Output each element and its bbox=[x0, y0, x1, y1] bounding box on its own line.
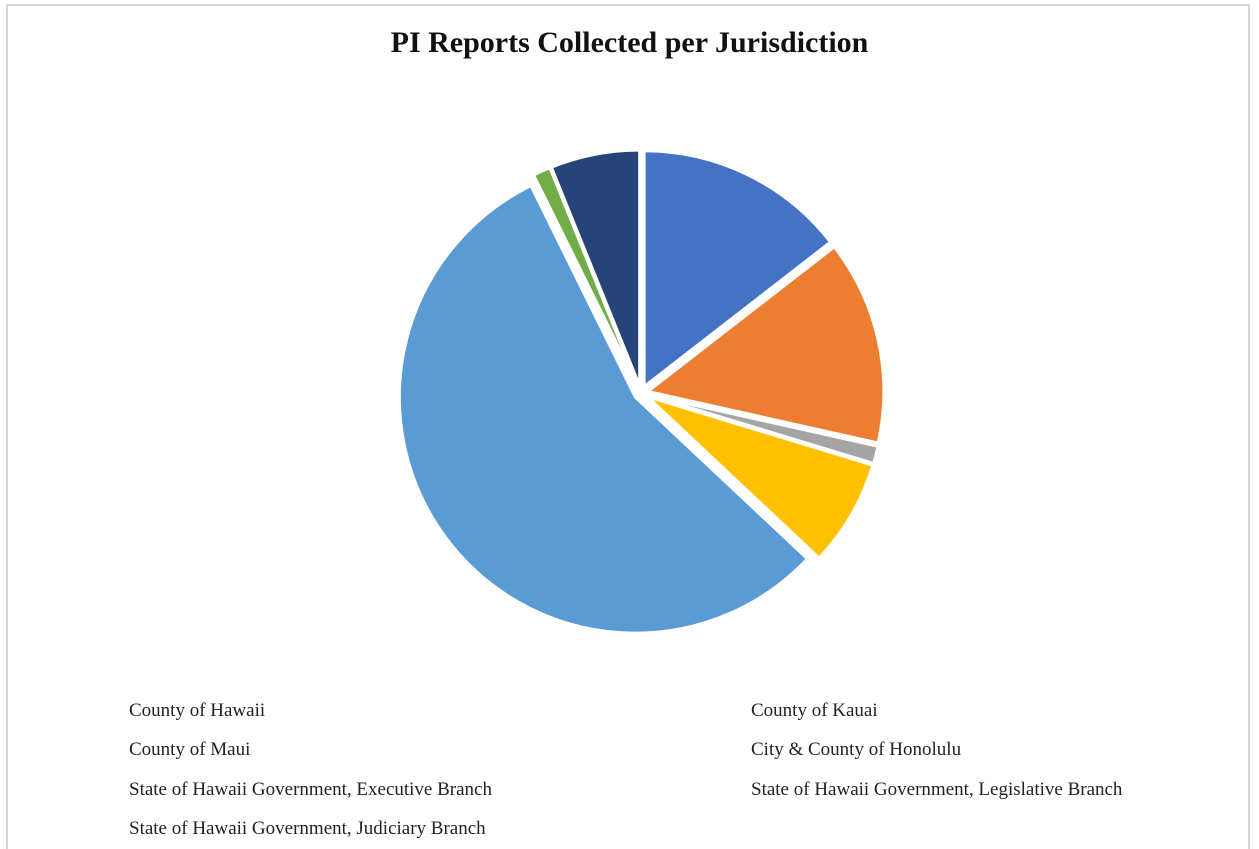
pie-slice-6 bbox=[549, 148, 642, 387]
pie-slice-5 bbox=[531, 165, 640, 388]
legend-entry-executive-branch: State of Hawaii Government, Executive Br… bbox=[129, 779, 492, 800]
legend-entry-county-of-maui: County of Maui bbox=[129, 739, 251, 760]
chart-title: PI Reports Collected per Jurisdiction bbox=[390, 26, 869, 59]
legend-entry-judiciary-branch: State of Hawaii Government, Judiciary Br… bbox=[129, 818, 486, 839]
legend-entry-legislative-branch: State of Hawaii Government, Legislative … bbox=[751, 779, 1123, 800]
pie-slice-4 bbox=[397, 183, 810, 635]
pie-slice-0 bbox=[642, 149, 833, 390]
pie-slice-1 bbox=[644, 244, 886, 445]
pie-slice-3 bbox=[646, 395, 875, 561]
legend-entry-county-of-kauai: County of Kauai bbox=[751, 700, 878, 721]
legend-entry-county-of-hawaii: County of Hawaii bbox=[129, 700, 266, 721]
legend-entry-city-county-of-honolulu: City & County of Honolulu bbox=[751, 739, 962, 760]
pie-slice-2 bbox=[647, 393, 880, 466]
